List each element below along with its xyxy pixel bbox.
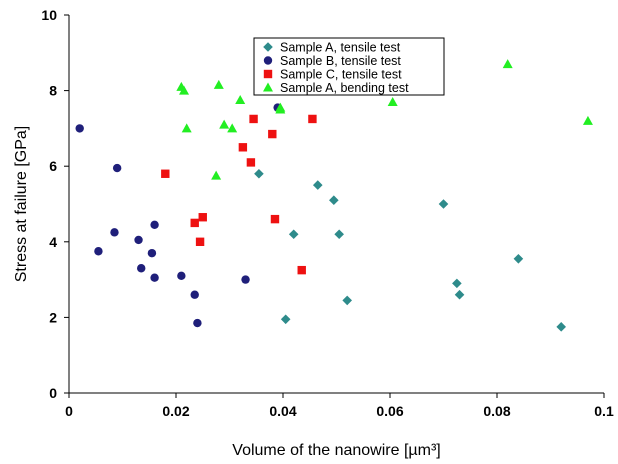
data-point-square: [308, 114, 317, 124]
data-point-square: [249, 114, 258, 124]
legend-marker-diamond: [263, 42, 273, 52]
data-point-circle: [241, 275, 250, 284]
x-tick-label: 0.04: [269, 403, 296, 419]
y-tick-label: 0: [49, 385, 57, 401]
data-point-circle: [75, 124, 84, 133]
data-point-triangle: [181, 123, 192, 133]
x-axis-title: Volume of the nanowire [µm³]: [232, 442, 440, 459]
data-point-circle: [137, 264, 146, 273]
data-point-triangle: [213, 79, 224, 89]
data-point-square: [190, 218, 199, 228]
data-point-triangle: [227, 123, 238, 133]
data-point-diamond: [454, 289, 465, 300]
data-point-circle: [110, 228, 119, 237]
legend-label: Sample A, bending test: [280, 81, 409, 95]
data-point-triangle: [275, 104, 286, 114]
y-tick-label: 4: [49, 234, 57, 250]
data-point-diamond: [254, 168, 264, 179]
data-point-diamond: [342, 295, 352, 306]
x-tick-label: 0: [65, 403, 73, 419]
data-point-triangle: [235, 95, 246, 105]
y-axis-title: Stress at failure [GPa]: [13, 126, 30, 283]
legend-marker-circle: [263, 56, 273, 65]
data-point-circle: [177, 271, 186, 281]
data-point-triangle: [582, 115, 593, 125]
data-point-circle: [193, 318, 202, 328]
data-marks: [75, 59, 593, 332]
data-point-square: [246, 158, 256, 167]
data-point-triangle: [502, 59, 513, 69]
data-point-square: [297, 265, 306, 275]
data-point-square: [195, 237, 205, 246]
y-tick-label: 2: [49, 309, 57, 325]
data-point-circle: [94, 247, 103, 256]
data-point-diamond: [452, 278, 462, 289]
data-point-circle: [134, 235, 143, 245]
data-point-circle: [147, 248, 157, 258]
legend-label: Sample A, tensile test: [280, 41, 401, 55]
data-point-circle: [150, 273, 159, 282]
x-tick-label: 0.02: [162, 403, 189, 419]
data-point-square: [270, 214, 280, 224]
data-point-square: [268, 129, 277, 139]
data-point-circle: [190, 290, 199, 299]
data-point-diamond: [280, 314, 291, 325]
x-tick-label: 0.1: [594, 403, 614, 419]
series-1: [254, 168, 566, 332]
data-point-diamond: [513, 254, 524, 264]
data-point-circle: [112, 163, 122, 173]
legend-marker-square: [263, 69, 273, 79]
data-point-triangle: [387, 96, 398, 106]
legend-box: [253, 37, 445, 96]
legend-marker-triangle: [263, 82, 273, 92]
data-point-square: [198, 213, 207, 222]
data-point-square: [238, 143, 248, 152]
data-point-triangle: [179, 85, 190, 95]
y-tick-label: 6: [49, 158, 57, 174]
x-tick-label: 0.08: [483, 403, 510, 419]
series-3: [161, 114, 317, 275]
series-4: [176, 59, 593, 180]
data-point-triangle: [219, 119, 230, 129]
legend-label: Sample C, tensile test: [280, 68, 402, 82]
legend-label: Sample B, tensile test: [280, 54, 401, 68]
y-tick-label: 8: [49, 83, 57, 99]
x-tick-label: 0.06: [376, 403, 403, 419]
data-point-diamond: [288, 229, 299, 240]
data-point-diamond: [556, 322, 566, 332]
y-tick-label: 10: [41, 7, 57, 23]
data-point-square: [161, 169, 170, 178]
data-point-circle: [150, 220, 159, 229]
data-point-triangle: [211, 170, 222, 180]
data-point-diamond: [312, 180, 323, 190]
axes: 0 0.02 0.04 0.06 0.08 0.1 0 2 4 6 8 10: [41, 7, 614, 419]
data-point-diamond: [334, 229, 344, 240]
data-point-diamond: [329, 195, 339, 206]
data-point-diamond: [438, 199, 449, 209]
